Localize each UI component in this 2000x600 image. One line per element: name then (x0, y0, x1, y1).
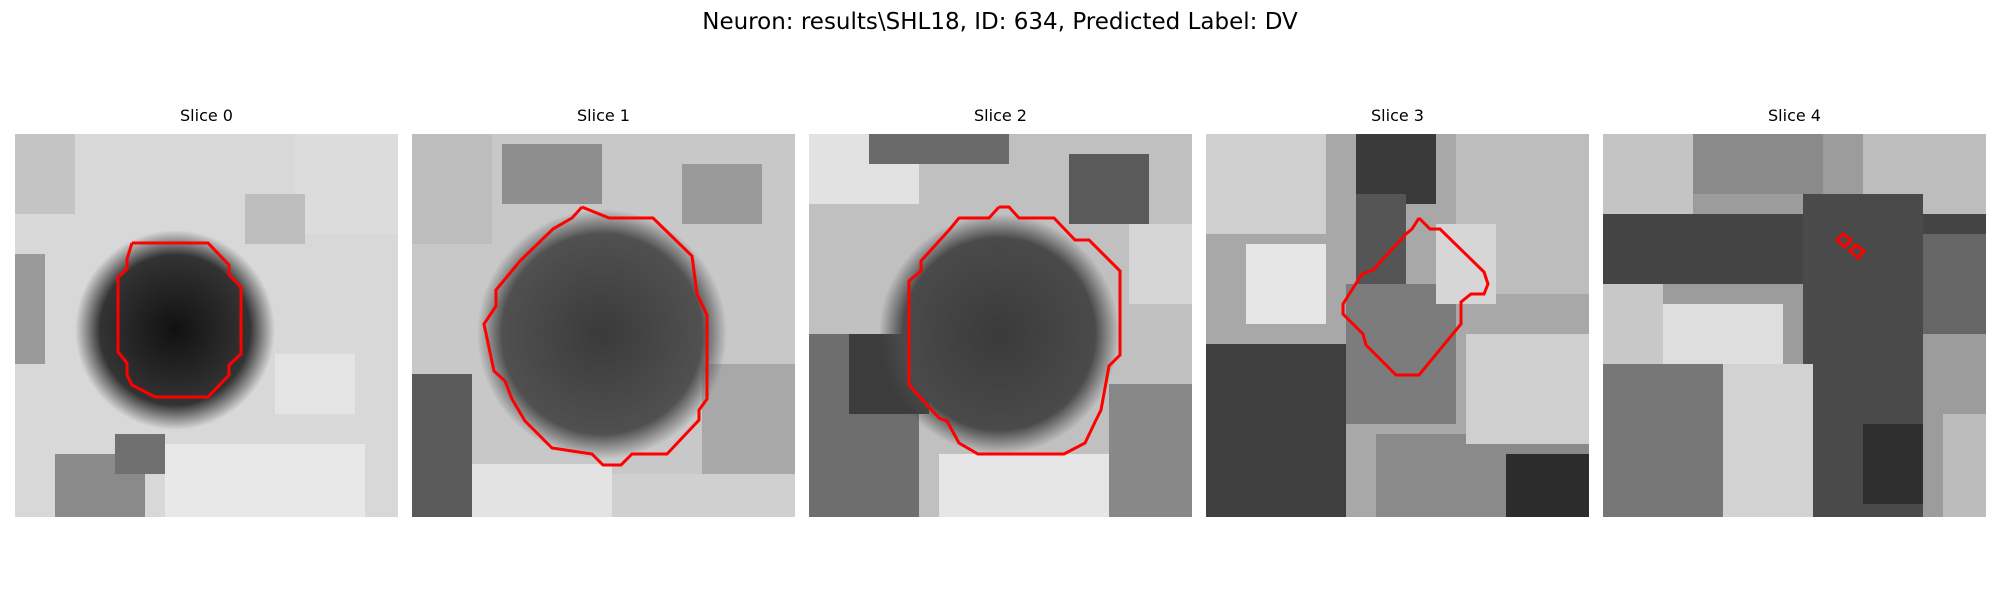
slice-panel-2: Slice 2 (809, 106, 1192, 517)
slice-image (809, 134, 1192, 517)
slice-image-svg (1206, 134, 1589, 517)
slice-title: Slice 3 (1371, 106, 1424, 125)
slice-title: Slice 2 (974, 106, 1027, 125)
slice-title: Slice 0 (180, 106, 233, 125)
slice-image (1206, 134, 1589, 517)
slice-title: Slice 4 (1768, 106, 1821, 125)
figure-title: Neuron: results\SHL18, ID: 634, Predicte… (702, 9, 1298, 35)
slice-title: Slice 1 (577, 106, 630, 125)
neuron-contour (907, 205, 1122, 456)
slice-panel-4: Slice 4 (1603, 106, 1986, 517)
slice-panel-0: Slice 0 (15, 106, 398, 517)
slice-panel-3: Slice 3 (1206, 106, 1589, 517)
slice-image (412, 134, 795, 517)
neuron-contour (1834, 232, 1867, 261)
neuron-contour (1341, 216, 1490, 377)
slice-image-svg (809, 134, 1192, 517)
neuron-contour (482, 205, 709, 467)
slice-image (15, 134, 398, 517)
slice-image (1603, 134, 1986, 517)
slice-image-svg (15, 134, 398, 517)
slice-image-svg (1603, 134, 1986, 517)
slice-panel-1: Slice 1 (412, 106, 795, 517)
slice-image-svg (412, 134, 795, 517)
neuron-contour (116, 241, 243, 399)
